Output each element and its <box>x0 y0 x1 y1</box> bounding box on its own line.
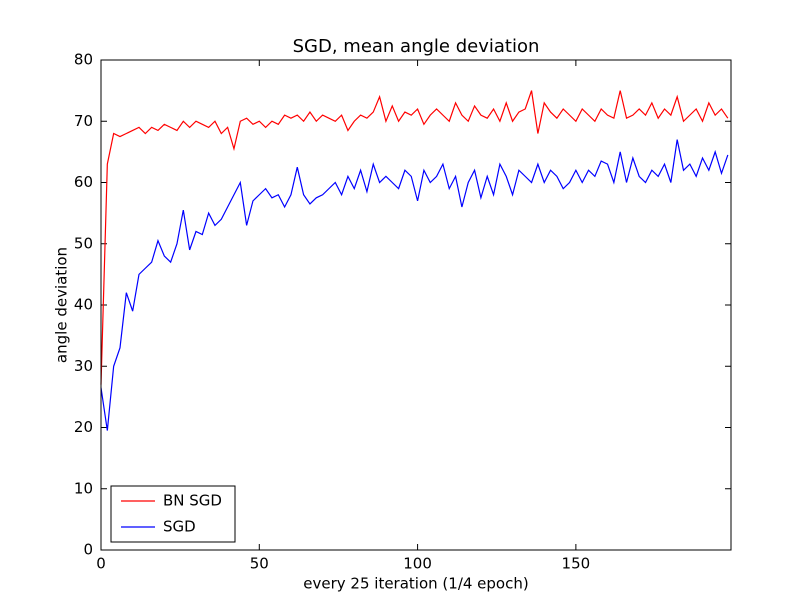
plot-frame <box>100 59 732 551</box>
y-tick-label: 30 <box>74 357 93 375</box>
y-tick-label: 10 <box>74 479 93 497</box>
y-tick-label: 60 <box>74 173 93 191</box>
x-tick-label: 100 <box>403 555 432 573</box>
y-tick-label: 0 <box>83 541 93 559</box>
legend-label: BN SGD <box>163 492 222 510</box>
x-tick-label: 0 <box>96 555 106 573</box>
y-tick-label: 20 <box>74 418 93 436</box>
line <box>100 139 729 431</box>
x-tick-label: 150 <box>562 555 591 573</box>
y-axis-label: angle deviation <box>53 247 71 363</box>
line <box>100 90 729 385</box>
chart-title: SGD, mean angle deviation <box>293 36 540 57</box>
x-tick-label: 50 <box>250 555 269 573</box>
legend-box <box>110 485 236 543</box>
y-tick-label: 80 <box>74 51 93 69</box>
y-tick-label: 70 <box>74 112 93 130</box>
y-tick-label: 50 <box>74 234 93 252</box>
legend-label: SGD <box>163 518 196 536</box>
y-tick-label: 40 <box>74 296 93 314</box>
x-axis-label: every 25 iteration (1/4 epoch) <box>303 575 528 593</box>
